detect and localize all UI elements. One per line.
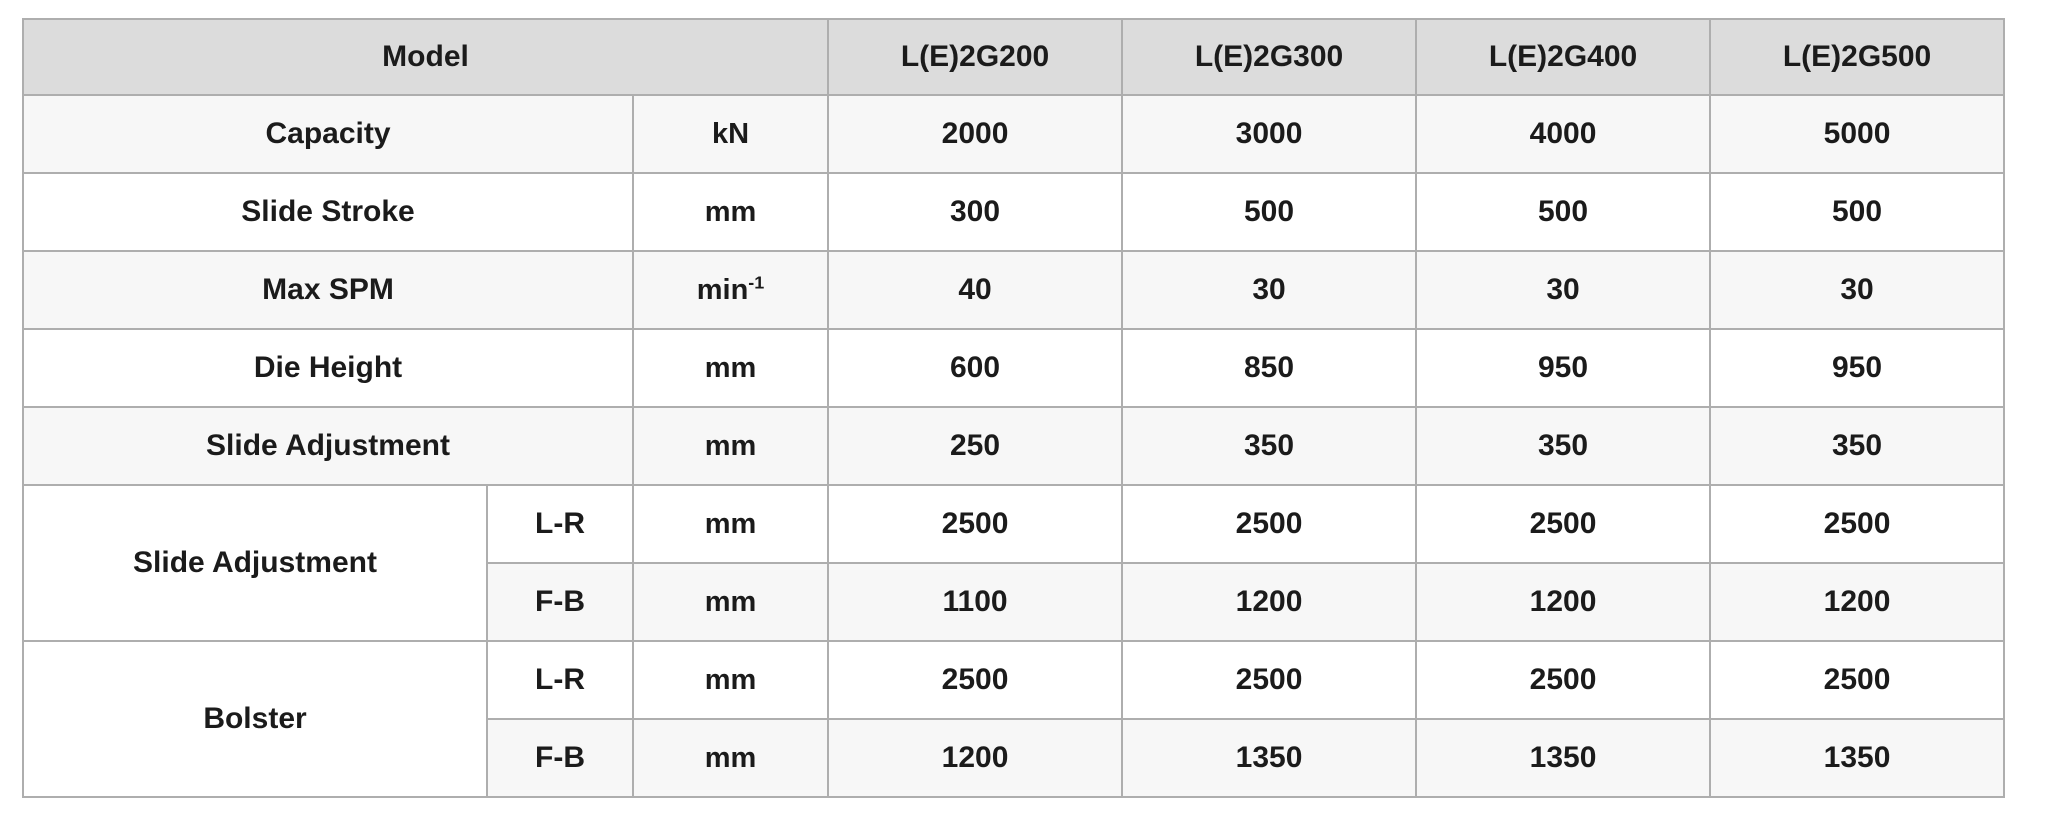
value-cell: 350 <box>1121 406 1418 486</box>
sub-label: L-R <box>486 484 634 564</box>
value-cell: 1100 <box>827 562 1124 642</box>
value-cell: 2500 <box>1415 484 1712 564</box>
value-cell: 5000 <box>1709 94 2006 174</box>
value-cell: 1350 <box>1415 718 1712 798</box>
value-cell: 1350 <box>1709 718 2006 798</box>
value-cell: 2500 <box>1709 484 2006 564</box>
value-cell: 40 <box>827 250 1124 330</box>
value-cell: 1350 <box>1121 718 1418 798</box>
header-model-column-3: L(E)2G400 <box>1415 18 1712 96</box>
table-row: Max SPM min-1 40 30 30 30 <box>22 250 2006 330</box>
value-cell: 2500 <box>827 484 1124 564</box>
table-row: Die Height mm 600 850 950 950 <box>22 328 2006 408</box>
header-model-column-1: L(E)2G200 <box>827 18 1124 96</box>
table-row: Capacity kN 2000 3000 4000 5000 <box>22 94 2006 174</box>
value-cell: 30 <box>1415 250 1712 330</box>
value-cell: 350 <box>1709 406 2006 486</box>
table-row: F-B mm 1100 1200 1200 1200 <box>23 562 2006 642</box>
table-row: Slide Stroke mm 300 500 500 500 <box>22 172 2006 252</box>
unit-cell: mm <box>631 406 830 486</box>
unit-cell: mm <box>631 172 830 252</box>
sub-label: L-R <box>486 640 634 720</box>
value-cell: 2500 <box>1415 640 1712 720</box>
table-row: Slide Adjustment L-R mm 2500 2500 2500 2500 <box>22 484 2006 642</box>
header-model-column-2: L(E)2G300 <box>1121 18 1418 96</box>
row-label: Die Height <box>22 328 634 408</box>
value-cell: 30 <box>1121 250 1418 330</box>
value-cell: 300 <box>827 172 1124 252</box>
value-cell: 500 <box>1121 172 1418 252</box>
value-cell: 1200 <box>1415 562 1712 642</box>
value-cell: 4000 <box>1415 94 1712 174</box>
row-label: Capacity <box>22 94 634 174</box>
group-label: Bolster <box>22 640 488 798</box>
sub-label: F-B <box>486 718 634 798</box>
value-cell: 2500 <box>827 640 1124 720</box>
value-cell: 2500 <box>1121 640 1418 720</box>
row-label: Max SPM <box>22 250 634 330</box>
unit-cell: mm <box>631 484 830 564</box>
value-cell: 950 <box>1709 328 2006 408</box>
table-row: Bolster L-R mm 2500 2500 2500 2500 <box>22 640 2006 798</box>
value-cell: 2500 <box>1121 484 1418 564</box>
value-cell: 600 <box>827 328 1124 408</box>
unit-cell: kN <box>631 94 830 174</box>
header-model: Model <box>21 18 830 96</box>
header-model-column-4: L(E)2G500 <box>1709 18 2006 96</box>
sub-label: F-B <box>486 562 634 642</box>
value-cell: 950 <box>1415 328 1712 408</box>
value-cell: 350 <box>1415 406 1712 486</box>
table-row: Slide Adjustment mm 250 350 350 350 <box>22 406 2006 486</box>
unit-cell: mm <box>631 718 830 798</box>
value-cell: 500 <box>1415 172 1712 252</box>
unit-cell: min-1 <box>631 250 830 330</box>
row-label: Slide Adjustment <box>22 406 634 486</box>
value-cell: 30 <box>1709 250 2006 330</box>
table-row: F-B mm 1200 1350 1350 1350 <box>23 718 2006 798</box>
table-body: Capacity kN 2000 3000 4000 5000 Slide Stroke mm… <box>22 94 2006 798</box>
unit-base: min <box>696 273 749 306</box>
value-cell: 1200 <box>1121 562 1418 642</box>
row-label: Slide Stroke <box>22 172 634 252</box>
unit-cell: mm <box>631 328 830 408</box>
value-cell: 1200 <box>827 718 1124 798</box>
table-header: Model L(E)2G200 L(E)2G300 L(E)2G400 L(E)… <box>21 18 2006 96</box>
value-cell: 250 <box>827 406 1124 486</box>
unit-cell: mm <box>631 640 830 720</box>
value-cell: 1200 <box>1709 562 2006 642</box>
unit-cell: mm <box>631 562 830 642</box>
value-cell: 3000 <box>1121 94 1418 174</box>
unit-exponent: -1 <box>748 271 765 292</box>
value-cell: 500 <box>1709 172 2006 252</box>
header-row: Model L(E)2G200 L(E)2G300 L(E)2G400 L(E)… <box>21 18 2006 96</box>
value-cell: 2000 <box>827 94 1124 174</box>
machine-specification-table: Model L(E)2G200 L(E)2G300 L(E)2G400 L(E)… <box>21 18 2006 798</box>
value-cell: 2500 <box>1709 640 2006 720</box>
value-cell: 850 <box>1121 328 1418 408</box>
group-label: Slide Adjustment <box>22 484 488 642</box>
